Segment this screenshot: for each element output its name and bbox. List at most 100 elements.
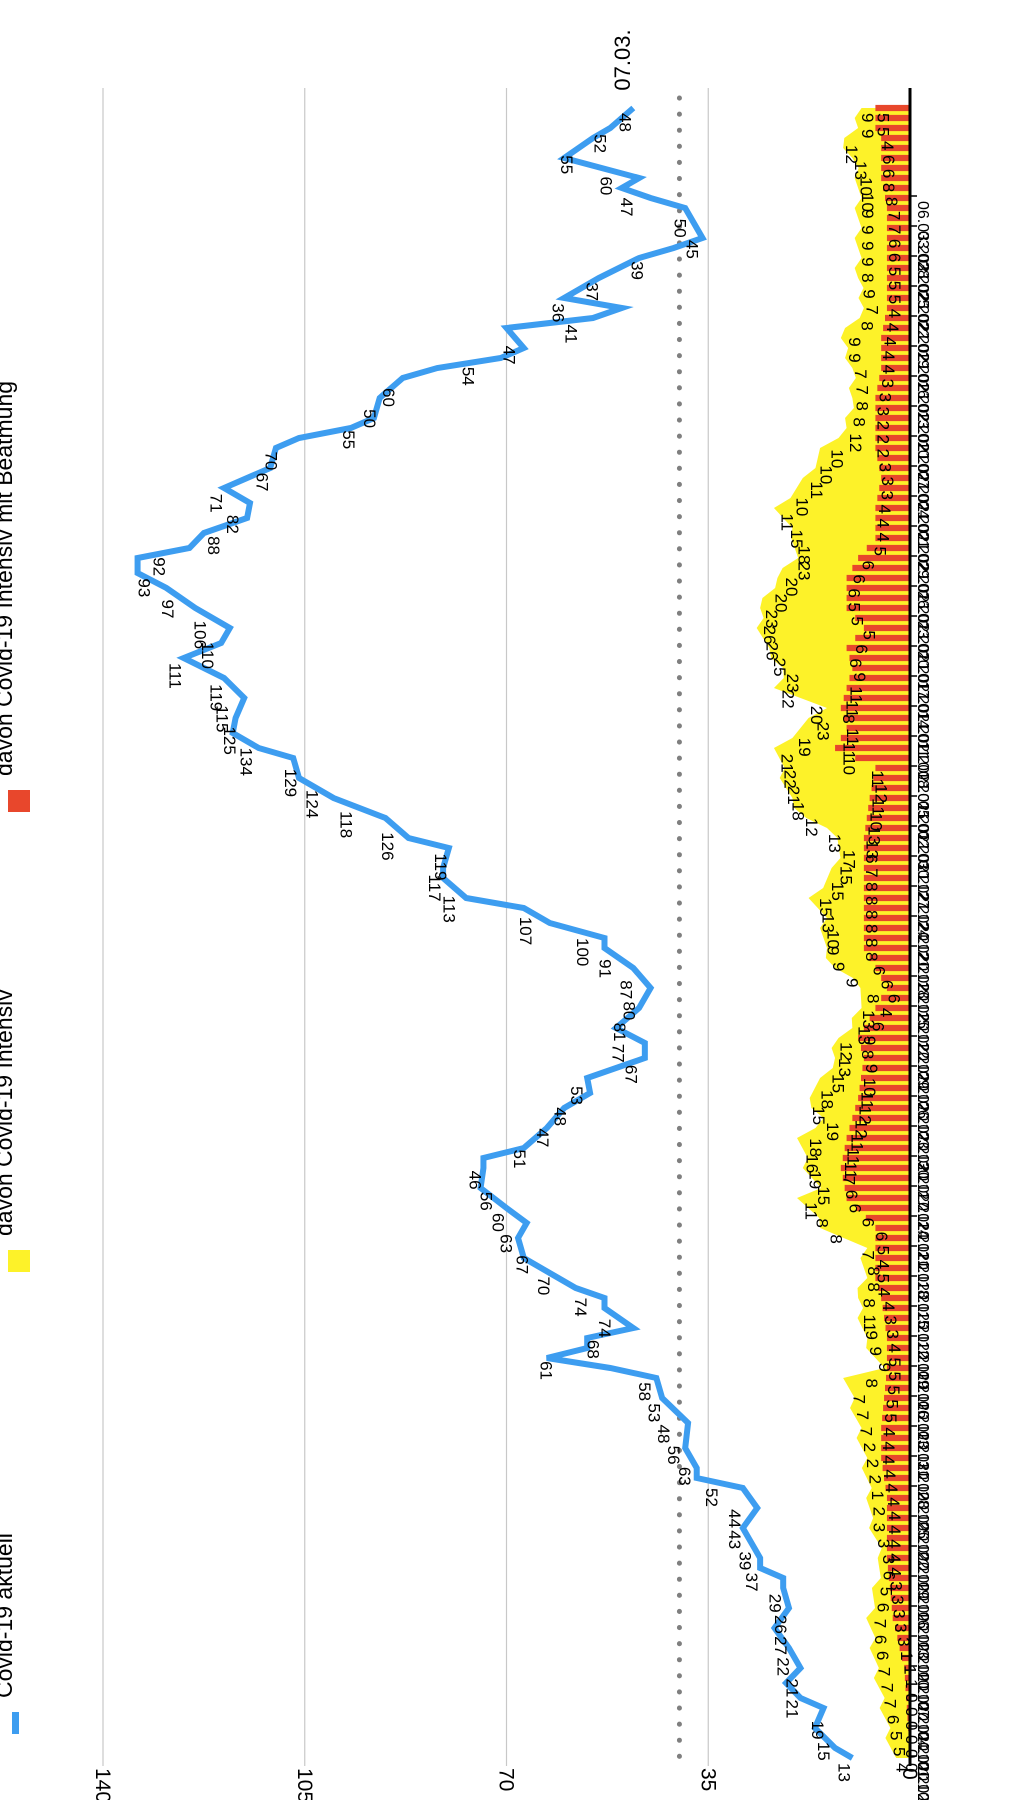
beatmung-bar	[875, 534, 910, 542]
aktuell-data-label: 56	[476, 1192, 495, 1211]
intensiv-data-label: 12	[846, 433, 865, 452]
beatmung-data-label: 5	[882, 1399, 901, 1408]
intensiv-data-label: 18	[789, 802, 808, 821]
beatmung-bar	[840, 1164, 910, 1172]
aktuell-data-label: 21	[782, 1678, 801, 1697]
beatmung-bar	[840, 704, 910, 712]
beatmung-data-label: 11	[858, 1092, 877, 1110]
intensiv-data-label: 16	[803, 1154, 822, 1173]
beatmung-bar	[881, 134, 910, 142]
beatmung-data-label: 4	[883, 323, 902, 332]
beatmung-data-label: 11	[847, 686, 866, 704]
beatmung-data-label: 8	[858, 1050, 877, 1059]
beatmung-data-label: 4	[880, 1427, 899, 1436]
x-tick-label: 30.12.2020	[914, 861, 931, 941]
intensiv-data-label: 18	[806, 1138, 825, 1157]
beatmung-bar	[863, 894, 910, 902]
beatmung-bar	[875, 1244, 910, 1252]
x-tick-label: 21.11.2020	[914, 1251, 931, 1330]
beatmung-data-label: 3	[887, 1581, 906, 1590]
intensiv-data-label: 12	[837, 1042, 856, 1061]
beatmung-data-label: 6	[885, 239, 904, 248]
aktuell-data-label: 60	[597, 176, 616, 195]
beatmung-bar	[886, 1524, 910, 1532]
beatmung-data-label: 0	[902, 1735, 921, 1744]
aktuell-data-label: 47	[533, 1128, 552, 1147]
beatmung-bar	[881, 334, 910, 342]
x-tick-label: 29.01.2021	[914, 561, 931, 641]
aktuell-data-label: 36	[548, 303, 567, 322]
beatmung-data-label: 6	[868, 1022, 887, 1031]
beatmung-data-label: 4	[885, 1553, 904, 1562]
aktuell-data-label: 19	[808, 1721, 827, 1740]
aktuell-data-label: 82	[223, 515, 242, 534]
intensiv-data-label: 9	[858, 241, 877, 250]
intensiv-data-label: 9	[875, 1363, 894, 1372]
intensiv-data-label: 9	[859, 289, 878, 298]
beatmung-data-label: 5	[848, 616, 867, 625]
beatmung-bar	[875, 1254, 910, 1262]
beatmung-data-label: 1	[902, 1679, 921, 1688]
beatmung-bar	[883, 184, 910, 192]
intensiv-data-label: 7	[880, 1699, 899, 1708]
intensiv-data-label: 15	[809, 1106, 828, 1125]
intensiv-data-label: 17	[840, 850, 859, 869]
beatmung-bar	[883, 324, 910, 332]
intensiv-data-label: 6	[874, 1603, 893, 1612]
beatmung-bar	[881, 174, 910, 182]
intensiv-data-label: 5	[890, 1747, 909, 1756]
intensiv-data-label: 8	[859, 1298, 878, 1307]
beatmung-bar	[846, 1194, 910, 1202]
aktuell-data-label: 48	[551, 1107, 570, 1126]
beatmung-bar	[886, 234, 910, 242]
beatmung-data-label: 4	[885, 1539, 904, 1548]
intensiv-data-label: 6	[880, 1571, 899, 1580]
intensiv-data-label: 6	[883, 1715, 902, 1724]
intensiv-data-label: 10	[792, 497, 811, 516]
beatmung-data-label: 8	[862, 952, 881, 961]
intensiv-data-label: 9	[862, 1330, 881, 1339]
aktuell-data-label: 43	[725, 1530, 744, 1549]
beatmung-bar	[846, 724, 910, 732]
beatmung-bar	[886, 1544, 910, 1552]
intensiv-data-label: 11	[778, 513, 797, 531]
beatmung-bar	[879, 464, 910, 472]
x-tick-label: 25.10.2020	[914, 1521, 931, 1601]
beatmung-data-label: 4	[884, 1497, 903, 1506]
beatmung-bar	[863, 884, 910, 892]
beatmung-bar	[875, 524, 910, 532]
beatmung-bar	[906, 1694, 910, 1702]
beatmung-bar	[846, 594, 910, 602]
beatmung-bar	[875, 394, 910, 402]
beatmung-bar	[875, 104, 910, 112]
beatmung-bar	[885, 194, 910, 202]
x-tick-label: 23.01.2021	[914, 621, 931, 701]
beatmung-data-label: 4	[879, 1302, 898, 1311]
aktuell-data-label: 37	[742, 1573, 761, 1592]
beatmung-bar	[862, 1064, 910, 1072]
aktuell-data-label: 45	[683, 240, 702, 259]
legend-label: davon Covid-19 Intensiv mit Beatmung	[0, 381, 17, 776]
beatmung-bar	[886, 984, 910, 992]
beatmung-data-label: 3	[875, 393, 894, 402]
x-tick-label: 07.02.2021	[914, 471, 931, 551]
aktuell-data-label: 106	[191, 621, 210, 649]
beatmung-bar	[885, 1484, 910, 1492]
intensiv-data-label: 9	[866, 1346, 885, 1355]
beatmung-data-label: 6	[852, 644, 871, 653]
aktuell-data-label: 119	[206, 684, 225, 711]
beatmung-bar	[881, 1454, 910, 1462]
legend-label: Covid-19 aktuell	[0, 1533, 17, 1698]
beatmung-data-label: 6	[877, 980, 896, 989]
beatmung-data-label: 5	[885, 1357, 904, 1366]
beatmung-data-label: 4	[873, 1260, 892, 1269]
beatmung-bar	[863, 1024, 910, 1032]
aktuell-data-label: 74	[571, 1298, 590, 1317]
x-tick-label: 06.03.2021	[914, 201, 931, 281]
beatmung-data-label: 6	[885, 253, 904, 262]
x-tick-label: 28.10.2020	[914, 1491, 931, 1571]
beatmung-data-label: 4	[873, 519, 892, 528]
beatmung-bar	[875, 414, 910, 422]
beatmung-data-label: 2	[873, 449, 892, 458]
